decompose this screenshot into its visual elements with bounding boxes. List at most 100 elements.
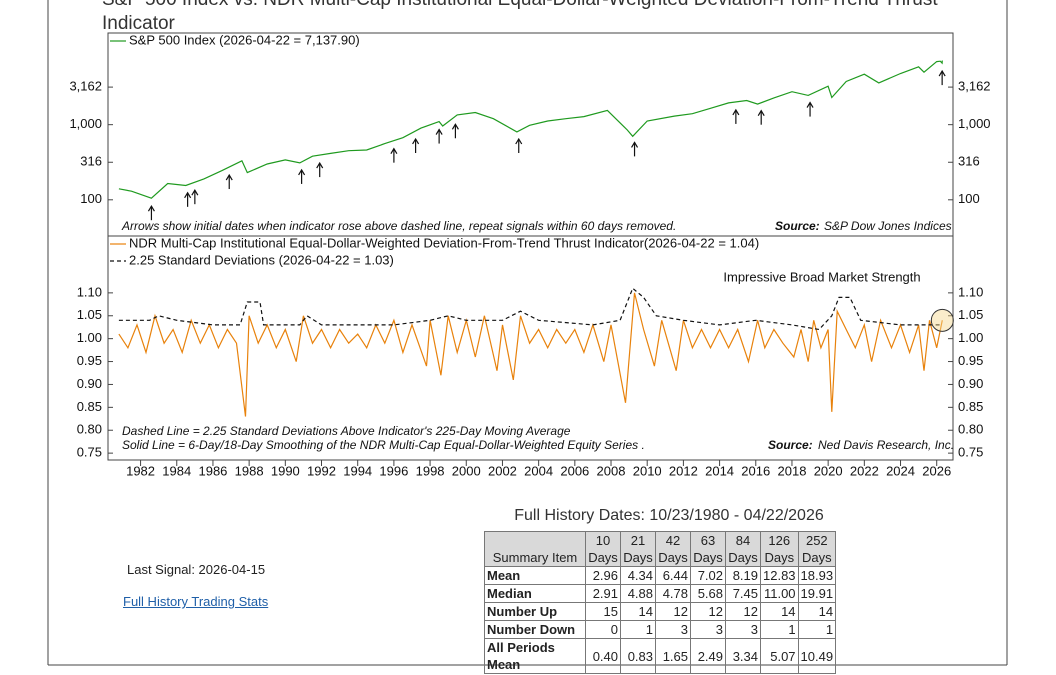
page-title: S&P 500 Index vs. NDR Multi-Cap Institut… [102,0,938,34]
x-tick-label: 2022 [850,463,879,478]
table-row: Number Down 0 1 3 3 3 1 1 [484,620,837,639]
cell: 18.93 [797,566,837,585]
row-label: Number Up [484,602,586,621]
table-row: All Periods Mean 0.40 0.83 1.65 2.49 3.34 5.07… [484,638,837,674]
signal-arrow [412,137,420,153]
column-header: 42 Days [655,531,691,567]
y-tick-label: 1,000 [958,116,991,131]
y-tick-label: 100 [80,191,102,206]
plot-frame [107,32,954,461]
stats-link[interactable]: Full History Trading Stats [123,594,269,609]
x-tick-label: 2006 [560,463,589,478]
x-tick-label: 1990 [271,463,300,478]
y-tick-label: 1.05 [77,307,102,322]
y-tick-label: 316 [80,154,102,169]
legend-label: S&P 500 Index (2026-04-22 = 7,137.90) [129,32,360,47]
y-tick-label: 1.00 [77,330,102,345]
highlight [930,308,954,332]
signal-arrow [184,191,192,207]
cell: 7.02 [690,566,726,585]
y-tick-label: 0.85 [77,399,102,414]
cell: 2.49 [690,638,726,674]
signal-arrow [757,109,765,125]
y-tick-label: 1.10 [958,284,983,299]
column-header: 10 Days [585,531,621,567]
last-signal: Last Signal: 2026-04-15 [127,562,266,577]
x-tick-label: 1982 [126,463,155,478]
row-label: Number Down [484,620,586,639]
y-tick-label: 0.95 [958,353,983,368]
source-label: Source: [775,219,820,233]
x-tick-label: 2024 [886,463,915,478]
y-tick-label: 0.75 [77,445,102,460]
cell: 12 [690,602,726,621]
x-tick-label: 1998 [416,463,445,478]
signal-arrow [298,168,306,184]
series-line [118,287,943,331]
y-tick-label: 0.85 [958,399,983,414]
x-tick-label: 2026 [922,463,951,478]
y-tick-label: 3,162 [958,79,991,94]
x-tick-label: 1996 [379,463,408,478]
cell: 11.00 [760,584,799,603]
signal-arrow [732,108,740,124]
table-row: Median 2.91 4.88 4.78 5.68 7.45 11.00 19.91 [484,584,837,603]
x-tick-label: 2010 [633,463,662,478]
legend-label: 2.25 Standard Deviations (2026-04-22 = 1… [129,252,394,267]
cell: 0.83 [620,638,656,674]
cell: 12 [655,602,691,621]
cell: 12 [725,602,761,621]
column-header: 63 Days [690,531,726,567]
cell: 2.91 [585,584,621,603]
cell: 1 [797,620,837,639]
x-tick-label: 1992 [307,463,336,478]
cell: 14 [797,602,837,621]
y-tick-label: 0.80 [958,422,983,437]
arrow-head [757,109,765,117]
x-tick-label: 1988 [235,463,264,478]
arrow-head [451,123,459,130]
cell: 12.83 [760,566,799,585]
cell: 2.96 [585,566,621,585]
cell: 5.07 [760,638,799,674]
column-header: 252 Days [797,531,837,567]
source: Ned Davis Research, Inc. [818,438,954,452]
source-label: Source: [768,438,813,452]
y-tick-label: 1.00 [958,330,983,345]
note: Arrows show initial dates when indicator… [121,219,676,233]
signal-arrow [191,189,199,205]
x-tick-label: 2012 [669,463,698,478]
x-tick-label: 2002 [488,463,517,478]
cell: 8.19 [725,566,761,585]
y-tick-label: 3,162 [69,79,102,94]
x-tick-label: 2014 [705,463,734,478]
column-header: 84 Days [725,531,761,567]
annotation: Impressive Broad Market Strength [723,269,920,284]
y-tick-label: 0.90 [958,376,983,391]
arrow-head [732,108,740,116]
source: S&P Dow Jones Indices [824,219,952,233]
y-tick-label: 100 [958,191,980,206]
cell: 19.91 [797,584,837,603]
arrow-head [515,137,523,145]
arrow-head [184,191,192,199]
x-tick-label: 1986 [198,463,227,478]
arrow-head [631,141,639,148]
arrow-head [412,137,420,145]
cell: 0.40 [585,638,621,674]
cell: 3 [690,620,726,639]
x-tick-label: 2000 [452,463,481,478]
table-row: Mean 2.96 4.34 6.44 7.02 8.19 12.83 18.93 [484,566,837,585]
row-label: All Periods Mean [484,638,586,674]
signal-arrow [631,141,639,157]
signal-arrow [147,205,155,221]
arrow-head [435,128,443,135]
arrow-head [298,168,306,176]
x-tick-label: 1984 [162,463,191,478]
cell: 1 [620,620,656,639]
note: Solid Line = 6-Day/18-Day Smoothing of t… [122,438,645,452]
cell: 15 [585,602,621,621]
cell: 4.34 [620,566,656,585]
signal-arrow [225,173,233,190]
